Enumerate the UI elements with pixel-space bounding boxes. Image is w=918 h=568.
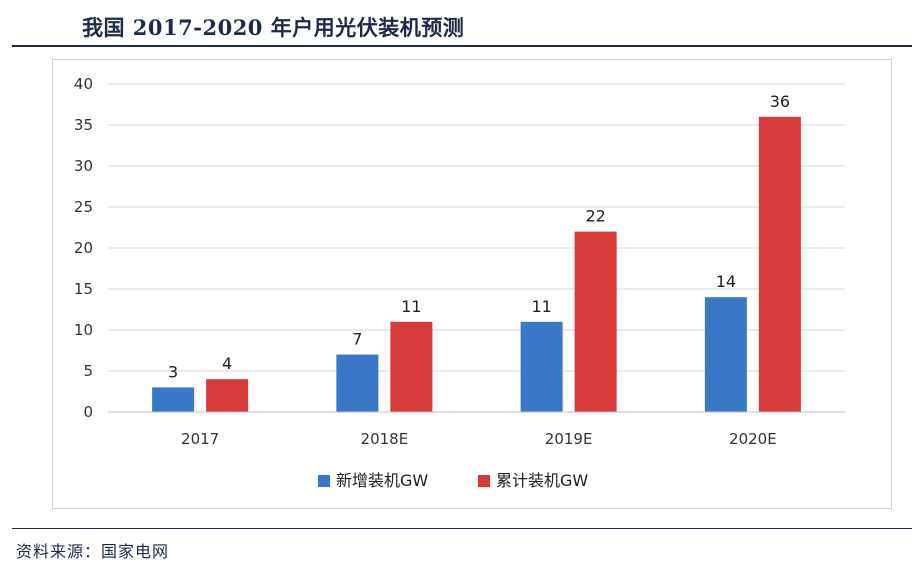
bar-new (152, 387, 195, 412)
data-label: 36 (770, 92, 790, 111)
x-tick-label: 2020E (729, 430, 777, 448)
bar-new (520, 321, 563, 412)
x-tick-label: 2017 (181, 430, 219, 448)
data-label: 11 (401, 297, 421, 316)
data-label: 22 (585, 207, 605, 226)
title-rule (12, 45, 912, 47)
data-label: 11 (531, 297, 551, 316)
y-tick-label: 35 (74, 116, 93, 134)
y-tick-label: 10 (74, 321, 93, 339)
y-tick-label: 40 (74, 75, 93, 93)
legend-swatch (318, 475, 330, 487)
y-tick-label: 0 (83, 403, 93, 421)
y-tick-label: 25 (74, 198, 93, 216)
legend-swatch (478, 475, 490, 487)
x-tick-label: 2019E (545, 430, 593, 448)
data-label: 3 (168, 362, 178, 381)
bar-new (704, 297, 747, 412)
y-tick-label: 5 (83, 362, 93, 380)
bar-cumulative (574, 231, 617, 412)
page-title: 我国 2017-2020 年户用光伏装机预测 (82, 15, 465, 40)
y-tick-label: 30 (74, 157, 93, 175)
data-label: 14 (716, 272, 736, 291)
y-tick-label: 20 (74, 239, 93, 257)
chart-frame (52, 59, 892, 509)
x-tick-label: 2018E (361, 430, 409, 448)
bar-cumulative (758, 116, 801, 413)
bar-cumulative (206, 379, 249, 412)
y-tick-label: 15 (74, 280, 93, 298)
bar-new (336, 354, 379, 412)
legend-label: 新增装机GW (336, 471, 428, 490)
source-note: 资料来源：国家电网 (16, 542, 170, 561)
legend-label: 累计装机GW (496, 471, 588, 490)
bar-cumulative (390, 321, 433, 412)
data-label: 7 (352, 330, 362, 349)
data-label: 4 (222, 354, 232, 373)
source-rule (12, 528, 912, 529)
